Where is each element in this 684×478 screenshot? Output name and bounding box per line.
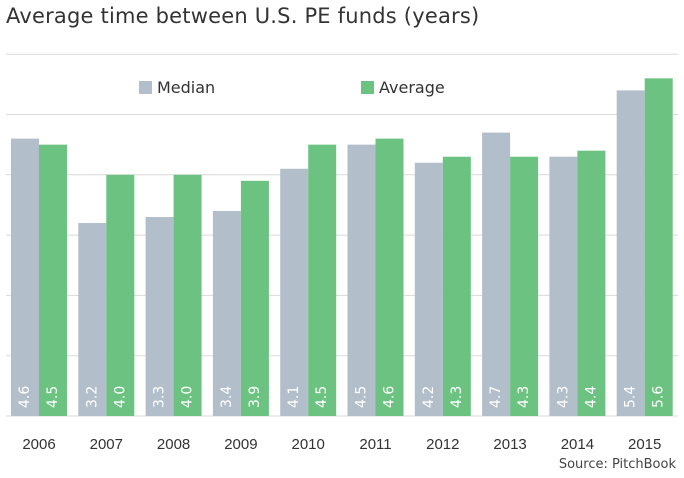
legend: Median Average (139, 78, 445, 97)
x-tick-label: 2011 (359, 436, 391, 453)
bars (11, 78, 673, 416)
x-tick-label: 2012 (426, 436, 459, 453)
chart-title: Average time between U.S. PE funds (year… (6, 4, 480, 28)
x-tick-label: 2006 (22, 436, 55, 453)
value-labels: 4.6 4.5 3.2 4.0 3.3 4.0 3.4 3.9 4.1 4.5 4.5 4.6 4.2 4… (17, 386, 667, 408)
median-value-label: 3.3 (152, 386, 168, 408)
median-value-label: 4.2 (421, 386, 437, 408)
average-bar-2007 (106, 174, 135, 416)
legend-swatch-average (361, 81, 374, 94)
x-tick-label: 2013 (493, 436, 526, 453)
average-bar-2009 (240, 180, 269, 416)
x-tick-label: 2008 (157, 436, 190, 453)
x-tick-label: 2014 (561, 436, 594, 453)
median-bar-2006 (11, 138, 39, 416)
average-value-label: 4.4 (583, 386, 599, 408)
median-bar-2014 (549, 156, 578, 416)
average-bar-2013 (510, 156, 539, 416)
legend-swatch-median (139, 81, 152, 94)
x-tick-label: 2010 (292, 436, 325, 453)
median-value-label: 4.3 (555, 386, 571, 408)
average-value-label: 4.3 (516, 386, 532, 408)
average-value-label: 5.6 (651, 386, 667, 408)
x-tick-label: 2007 (90, 436, 123, 453)
legend-label-average: Average (379, 78, 445, 97)
median-bar-2008 (145, 217, 174, 416)
average-bar-2015 (644, 78, 673, 416)
median-value-label: 4.6 (17, 386, 33, 408)
x-tick-label: 2009 (224, 436, 257, 453)
average-value-label: 3.9 (247, 386, 263, 408)
median-value-label: 3.2 (84, 386, 100, 408)
average-value-label: 4.3 (449, 386, 465, 408)
median-value-label: 4.7 (488, 386, 504, 408)
median-value-label: 5.4 (623, 386, 639, 408)
average-bar-2012 (442, 156, 471, 416)
legend-label-median: Median (157, 78, 215, 97)
median-value-label: 4.1 (286, 386, 302, 408)
average-value-label: 4.5 (314, 386, 330, 408)
x-tick-label: 2015 (628, 436, 661, 453)
median-value-label: 3.4 (219, 386, 235, 408)
median-bar-2015 (616, 90, 645, 416)
average-bar-2010 (308, 144, 337, 416)
median-bar-2011 (347, 144, 376, 416)
average-bar-2008 (173, 174, 202, 416)
average-value-label: 4.6 (382, 386, 398, 408)
median-value-label: 4.5 (354, 386, 370, 408)
median-bar-2012 (414, 162, 443, 416)
median-bar-2007 (78, 223, 107, 416)
median-bar-2013 (482, 132, 511, 416)
average-value-label: 4.0 (112, 386, 128, 408)
average-bar-2014 (577, 150, 606, 416)
average-value-label: 4.0 (180, 386, 196, 408)
median-bar-2009 (212, 210, 241, 416)
source-note: Source: PitchBook (558, 457, 676, 472)
median-bar-2010 (280, 168, 309, 416)
average-bar-2011 (375, 138, 404, 416)
average-value-label: 4.5 (45, 386, 61, 408)
x-axis-labels: 2006 2007 2008 2009 2010 2011 2012 2013 2014 2015 (22, 436, 661, 453)
average-bar-2006 (39, 144, 67, 416)
